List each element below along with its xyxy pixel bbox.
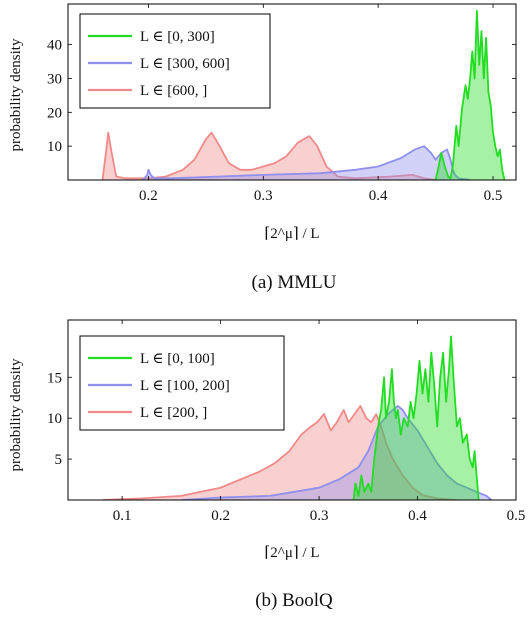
- y-tick-label: 15: [47, 370, 62, 386]
- y-tick-label: 40: [47, 38, 62, 54]
- x-axis-label: ⌈2^μ⌉ / L: [264, 545, 319, 561]
- series-area-blue: [181, 405, 492, 500]
- plot-frame: [67, 3, 517, 181]
- y-tick-label: 5: [55, 452, 63, 468]
- legend-label: L ∈ [600, ]: [140, 83, 207, 99]
- y-tick-label: 10: [47, 139, 62, 155]
- x-tick-label: 0.2: [139, 188, 158, 204]
- x-tick-label: 0.2: [211, 508, 230, 524]
- y-tick-label: 10: [47, 411, 62, 427]
- legend-label: L ∈ [100, 200]: [140, 378, 230, 394]
- series-area-blue: [142, 146, 471, 180]
- series-line-green: [434, 9, 506, 180]
- legend-box: [79, 335, 285, 431]
- x-axis-label: ⌈2^μ⌉ / L: [264, 226, 319, 242]
- x-tick-label: 0.3: [254, 188, 273, 204]
- plot-area: [102, 335, 492, 500]
- legend-label: L ∈ [0, 100]: [140, 351, 215, 367]
- y-tick-label: 30: [47, 71, 62, 87]
- legend-label: L ∈ [300, 600]: [140, 56, 230, 72]
- series-area-green: [435, 10, 505, 180]
- series-area-green: [353, 336, 479, 500]
- series-line-blue: [142, 145, 471, 180]
- y-tick-label: 20: [47, 105, 62, 121]
- x-tick-label: 0.1: [113, 508, 132, 524]
- series-line-green: [352, 335, 480, 500]
- chart-mmlu: probability density ⌈2^μ⌉ / L (a) MMLU 0…: [8, 3, 517, 293]
- x-tick-label: 0.5: [484, 188, 503, 204]
- x-tick-label: 0.3: [310, 508, 329, 524]
- series-area-red: [102, 405, 457, 500]
- plot-frame: [67, 319, 517, 501]
- legend-label: L ∈ [0, 300]: [140, 29, 215, 45]
- chart-boolq: probability density ⌈2^μ⌉ / L (b) BoolQ …: [8, 319, 526, 611]
- legend: L ∈ [0, 300] L ∈ [300, 600] L ∈ [600, ]: [79, 13, 271, 109]
- x-tick-label: 0.4: [408, 508, 427, 524]
- caption: (a) MMLU: [252, 272, 337, 293]
- series-line-blue: [181, 405, 492, 500]
- y-axis-label: probability density: [8, 358, 24, 471]
- x-tick-label: 0.5: [507, 508, 526, 524]
- legend-box: [79, 13, 271, 109]
- y-axis-label: probability density: [8, 38, 24, 151]
- legend: L ∈ [0, 100] L ∈ [100, 200] L ∈ [200, ]: [79, 335, 285, 431]
- caption: (b) BoolQ: [255, 590, 333, 611]
- x-tick-label: 0.4: [369, 188, 388, 204]
- plot-area: [101, 9, 506, 180]
- legend-label: L ∈ [200, ]: [140, 405, 207, 421]
- series-line-red: [101, 131, 436, 180]
- series-line-red: [102, 405, 457, 500]
